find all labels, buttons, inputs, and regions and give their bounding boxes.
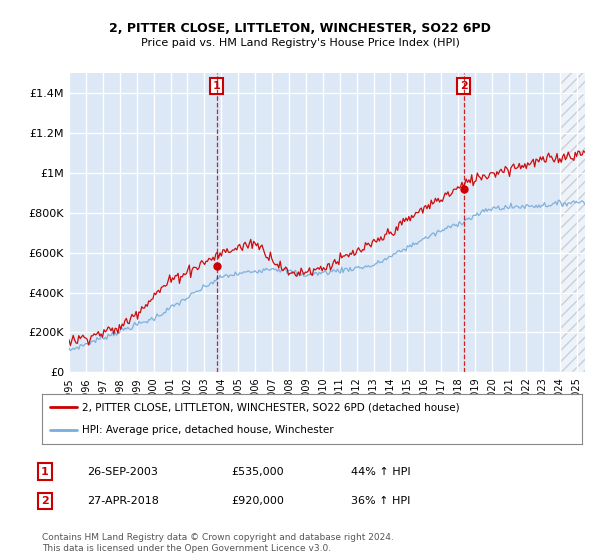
Text: HPI: Average price, detached house, Winchester: HPI: Average price, detached house, Winc…: [83, 426, 334, 436]
Text: 2: 2: [460, 81, 467, 91]
Text: 2, PITTER CLOSE, LITTLETON, WINCHESTER, SO22 6PD: 2, PITTER CLOSE, LITTLETON, WINCHESTER, …: [109, 22, 491, 35]
Text: Contains HM Land Registry data © Crown copyright and database right 2024.
This d: Contains HM Land Registry data © Crown c…: [42, 533, 394, 553]
Text: Price paid vs. HM Land Registry's House Price Index (HPI): Price paid vs. HM Land Registry's House …: [140, 38, 460, 48]
Bar: [560, 73, 600, 372]
Text: 2, PITTER CLOSE, LITTLETON, WINCHESTER, SO22 6PD (detached house): 2, PITTER CLOSE, LITTLETON, WINCHESTER, …: [83, 402, 460, 412]
Text: 44% ↑ HPI: 44% ↑ HPI: [351, 466, 410, 477]
Text: 36% ↑ HPI: 36% ↑ HPI: [351, 496, 410, 506]
Text: £920,000: £920,000: [231, 496, 284, 506]
Text: 2: 2: [41, 496, 49, 506]
Text: £535,000: £535,000: [231, 466, 284, 477]
Text: 26-SEP-2003: 26-SEP-2003: [87, 466, 158, 477]
Text: 1: 1: [41, 466, 49, 477]
Text: 27-APR-2018: 27-APR-2018: [87, 496, 159, 506]
Text: 1: 1: [213, 81, 221, 91]
